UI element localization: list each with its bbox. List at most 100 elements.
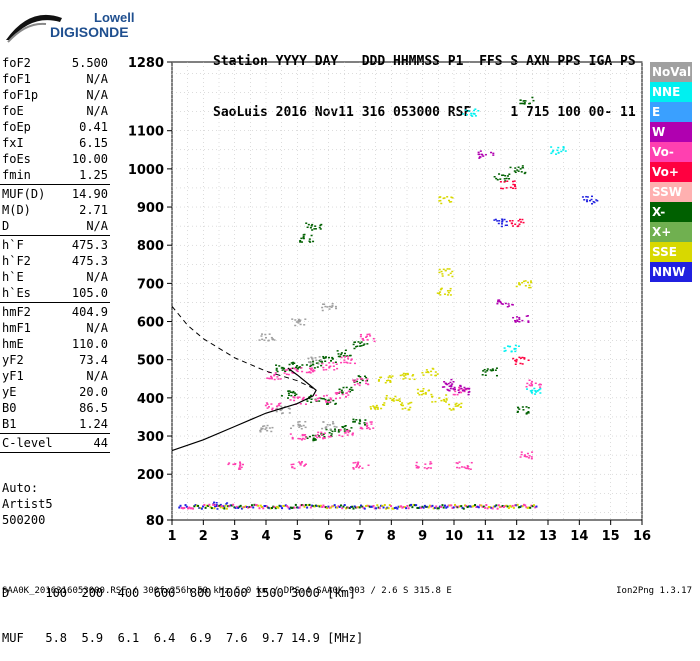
echo-mark [266, 424, 269, 427]
echo-mark [308, 240, 311, 242]
echo-mark [330, 359, 333, 362]
echo-mark [288, 412, 291, 414]
echo-mark [415, 464, 418, 467]
echo-mark [275, 410, 278, 413]
es-trace-mark [212, 503, 215, 506]
echo-mark [296, 396, 299, 399]
echo-mark [436, 292, 439, 294]
echo-mark [421, 371, 424, 374]
echo-mark [447, 291, 450, 294]
echo-mark [585, 195, 588, 198]
es-trace-mark [494, 505, 497, 508]
echo-mark [318, 397, 321, 399]
echo-mark [322, 421, 325, 423]
echo-mark [297, 322, 300, 324]
echo-mark [326, 423, 329, 426]
es-trace-mark [376, 504, 379, 507]
legend-item-w: W [650, 122, 692, 142]
echo-mark [276, 407, 279, 410]
param-value: 475.3 [71, 238, 108, 252]
echo-mark [336, 391, 339, 394]
param-name: foEp [2, 120, 31, 134]
echo-mark [338, 434, 341, 437]
param-name: foF2 [2, 56, 31, 70]
echo-mark [564, 150, 567, 152]
auto-label: Auto: [2, 481, 39, 495]
es-trace-mark [479, 504, 482, 507]
echo-mark [367, 426, 370, 429]
es-trace-mark [331, 505, 334, 508]
echo-mark [302, 237, 305, 240]
echo-mark [359, 335, 362, 338]
echo-mark [312, 359, 315, 362]
echo-mark [517, 406, 520, 409]
echo-mark [346, 428, 349, 431]
echo-mark [497, 299, 500, 301]
echo-mark [238, 465, 241, 467]
echo-mark [346, 434, 349, 436]
echo-mark [510, 222, 513, 225]
echo-mark [389, 381, 392, 383]
es-trace-mark [347, 506, 350, 509]
echo-mark [266, 403, 269, 406]
echo-mark [310, 356, 313, 359]
echo-mark [300, 427, 303, 430]
legend-item-ssw: SSW [650, 182, 692, 202]
echo-mark [266, 407, 269, 409]
echo-mark [290, 391, 293, 394]
echo-mark [275, 369, 278, 371]
param-name: foF1p [2, 88, 39, 102]
echo-mark [515, 360, 518, 363]
echo-mark [288, 408, 291, 410]
echo-mark [443, 197, 446, 199]
es-trace-mark [361, 505, 364, 508]
echo-mark [295, 393, 298, 396]
echo-mark [299, 241, 302, 243]
echo-mark [273, 374, 276, 377]
echo-mark [505, 177, 508, 180]
echo-mark [284, 405, 287, 408]
echo-mark [506, 345, 509, 347]
echo-mark [290, 463, 293, 466]
echo-mark [463, 386, 466, 389]
param-name: yE [2, 385, 17, 399]
param-row: fmin 1.25 [0, 167, 110, 183]
echo-mark [293, 399, 296, 402]
echo-mark [312, 240, 315, 243]
echo-mark [341, 391, 344, 393]
echo-mark [451, 197, 454, 199]
echo-mark [322, 395, 325, 397]
echo-mark [278, 403, 281, 405]
echo-mark [327, 435, 330, 438]
es-trace-mark [189, 507, 192, 510]
echo-mark [300, 425, 303, 427]
echo-mark [327, 401, 330, 403]
echo-mark [403, 375, 406, 377]
echo-mark [311, 223, 314, 226]
echo-mark [392, 400, 395, 402]
echo-mark [238, 461, 241, 463]
echo-mark [307, 357, 310, 360]
es-trace-mark [237, 506, 240, 509]
es-trace-mark [346, 506, 349, 509]
echo-mark [356, 378, 359, 380]
echo-mark [287, 394, 290, 396]
echo-mark [293, 394, 296, 397]
echo-mark [320, 397, 323, 400]
echo-mark [357, 466, 360, 469]
y-tick-label: 80 [146, 514, 164, 529]
es-trace-mark [190, 507, 193, 510]
echo-mark [443, 293, 446, 295]
echo-mark [312, 370, 315, 373]
es-trace-mark [243, 506, 246, 509]
electron-density-profile [171, 367, 317, 452]
echo-mark [320, 223, 323, 226]
echo-mark [483, 368, 486, 371]
echo-mark [466, 465, 469, 467]
es-trace-mark [220, 505, 223, 508]
echo-mark [355, 345, 358, 348]
echo-mark [404, 374, 407, 376]
echo-mark [539, 386, 542, 388]
echo-mark [359, 377, 362, 380]
es-trace-mark [309, 506, 312, 509]
